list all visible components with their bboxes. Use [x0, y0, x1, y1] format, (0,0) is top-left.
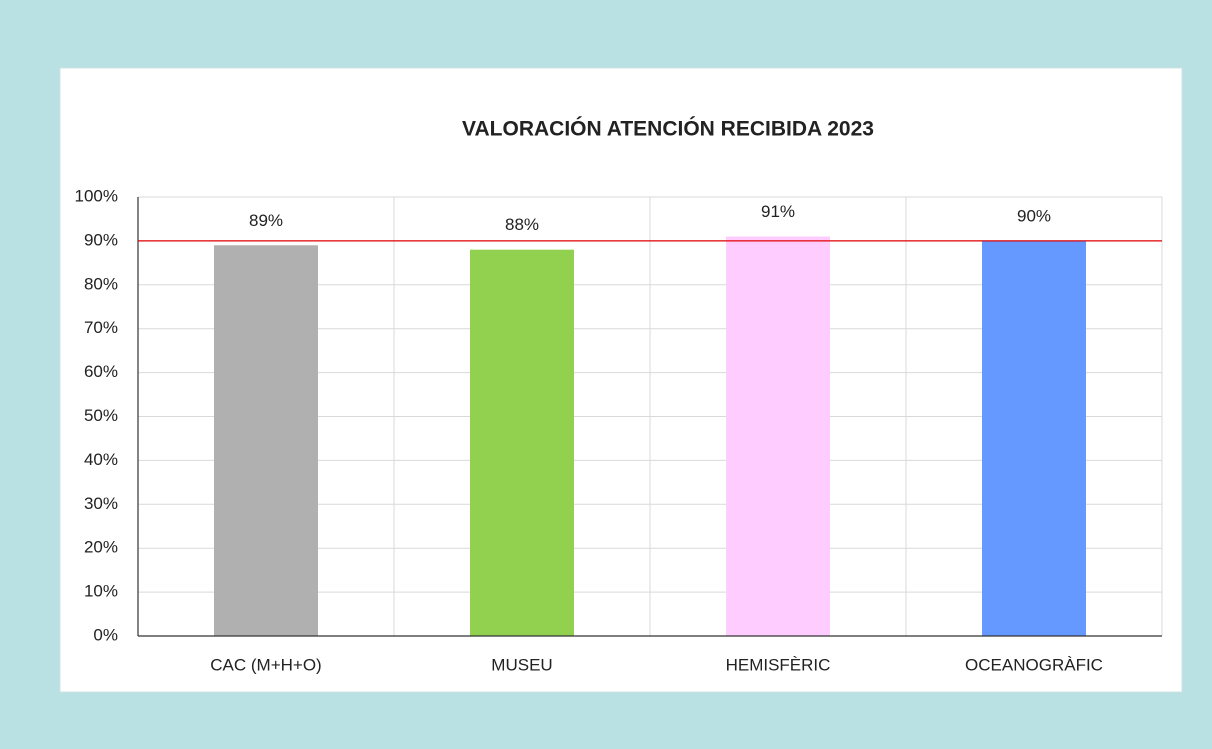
data-label: 88% — [505, 215, 539, 234]
y-tick-label: 100% — [75, 186, 118, 205]
bar — [982, 240, 1086, 636]
y-tick-label: 10% — [84, 582, 118, 601]
y-tick-label: 0% — [93, 625, 118, 644]
chart-title: VALORACIÓN ATENCIÓN RECIBIDA 2023 — [462, 117, 874, 141]
bar — [470, 249, 574, 636]
y-tick-label: 50% — [84, 406, 118, 425]
y-tick-label: 20% — [84, 538, 118, 557]
data-label: 90% — [1017, 206, 1051, 225]
data-label: 89% — [249, 211, 283, 230]
y-tick-label: 30% — [84, 494, 118, 513]
y-tick-label: 80% — [84, 274, 118, 293]
x-tick-label: CAC (M+H+O) — [210, 655, 321, 674]
bar — [726, 236, 830, 636]
bar — [214, 245, 318, 637]
y-tick-label: 60% — [84, 362, 118, 381]
data-label: 91% — [761, 202, 795, 221]
y-tick-label: 90% — [84, 230, 118, 249]
y-tick-label: 70% — [84, 318, 118, 337]
x-tick-label: MUSEU — [491, 655, 552, 674]
x-tick-label: HEMISFÈRIC — [726, 655, 831, 674]
y-tick-label: 40% — [84, 450, 118, 469]
x-tick-label: OCEANOGRÀFIC — [965, 655, 1103, 674]
